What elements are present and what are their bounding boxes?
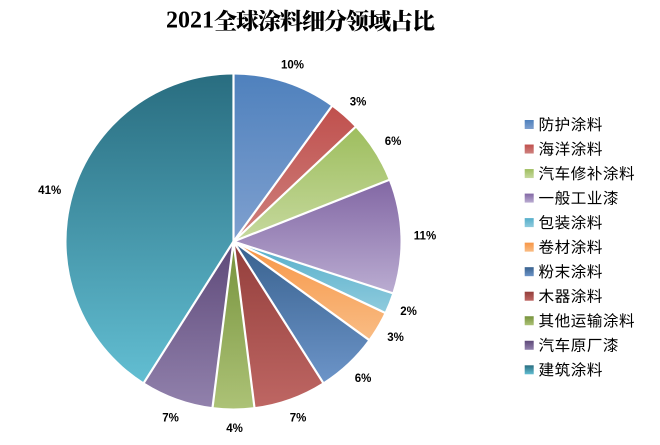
svg-text:41%: 41% [38,185,61,197]
svg-text:2%: 2% [400,306,417,318]
svg-text:2021: 2021 [166,7,214,33]
svg-text:4%: 4% [226,423,243,435]
svg-text:11%: 11% [414,231,436,243]
svg-text:7%: 7% [162,413,179,425]
svg-text:7%: 7% [290,413,307,425]
svg-text:10%: 10% [281,60,304,72]
svg-text:6%: 6% [355,373,372,385]
svg-text:3%: 3% [350,97,367,109]
svg-text:6%: 6% [385,136,402,148]
svg-text:3%: 3% [387,332,404,344]
